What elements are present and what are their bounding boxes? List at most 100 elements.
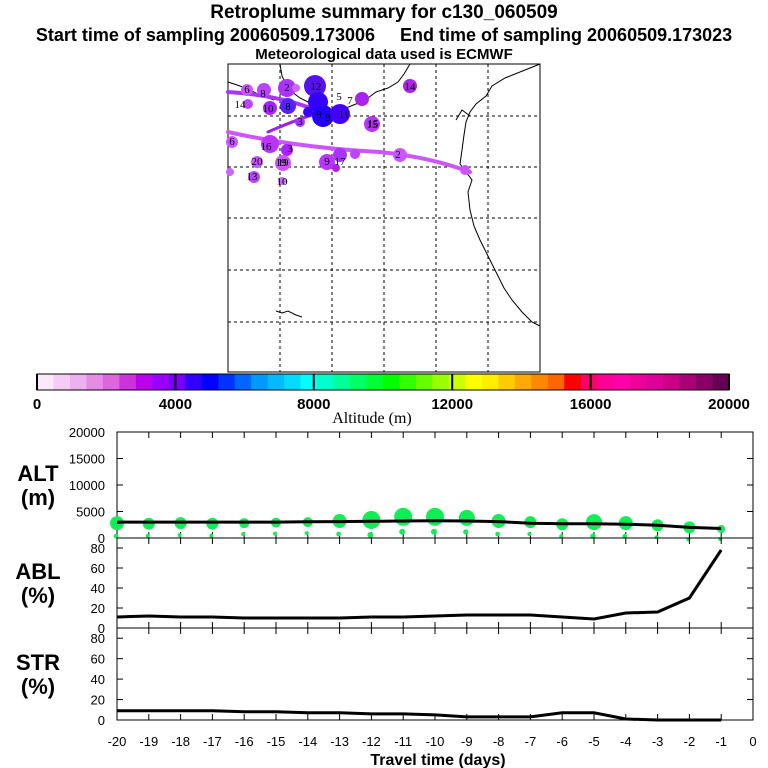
- cluster-marker: [527, 532, 532, 537]
- y-tick-label: 40: [91, 581, 105, 596]
- day-label: 14: [405, 81, 417, 93]
- colorbar-cell: [86, 374, 104, 390]
- panel-axis-unit: (%): [21, 583, 55, 608]
- colorbar-cell: [415, 374, 433, 390]
- colorbar-cell: [531, 374, 549, 390]
- plume-marker: [241, 84, 253, 96]
- colorbar-cell: [564, 374, 582, 390]
- plume-marker: [281, 144, 293, 156]
- plume-marker: [393, 148, 407, 162]
- colorbar-cell: [267, 374, 285, 390]
- plume-marker: [333, 148, 347, 162]
- cluster-marker: [113, 533, 119, 539]
- colorbar-cell: [152, 374, 170, 390]
- colorbar-cell: [399, 374, 417, 390]
- y-tick-label: 40: [91, 672, 105, 687]
- panel-axis-unit: (m): [21, 485, 55, 510]
- plume-marker: [312, 105, 334, 127]
- colorbar-cell: [300, 374, 318, 390]
- day-label: 10: [277, 176, 289, 188]
- colorbar-cell: [69, 374, 87, 390]
- colorbar-cell: [646, 374, 664, 390]
- colorbar-cell: [185, 374, 203, 390]
- day-label: 2: [395, 149, 401, 161]
- altitude-colorbar: 0 4000 8000 12000 16000 20000 Altitude (m): [33, 373, 750, 427]
- plume-marker: [355, 92, 369, 106]
- start-time-label: Start time of sampling 20060509.173006: [35, 25, 375, 45]
- plume-marker: [332, 164, 340, 172]
- colorbar-cell: [712, 374, 730, 390]
- series-line: [117, 519, 722, 530]
- x-tick-label: -3: [652, 734, 664, 749]
- colorbar-cell: [102, 374, 120, 390]
- x-tick-label: -14: [298, 734, 317, 749]
- colorbar-label: Altitude (m): [332, 410, 412, 427]
- plume-marker: [280, 98, 296, 114]
- colorbar-cell: [432, 374, 450, 390]
- day-label: 2: [284, 82, 290, 94]
- plume-marker: [292, 84, 300, 92]
- x-tick-label: -18: [171, 734, 190, 749]
- colorbar-tick-label: 8000: [297, 396, 330, 413]
- x-tick-label: -16: [235, 734, 254, 749]
- colorbar-tick-label: 20000: [708, 396, 750, 413]
- colorbar-cell: [663, 374, 681, 390]
- colorbar-cell: [481, 374, 499, 390]
- plume-marker: [319, 154, 335, 170]
- y-tick-label: 15000: [69, 452, 105, 467]
- day-label: 3: [287, 143, 293, 155]
- cluster-marker: [206, 517, 219, 530]
- cluster-marker: [241, 532, 246, 537]
- cluster-marker: [394, 507, 413, 526]
- series-line: [116, 549, 723, 621]
- y-tick-label: 0: [98, 621, 105, 636]
- colorbar-cell: [679, 374, 697, 390]
- colorbar-cells: [37, 374, 730, 390]
- panel-axis-unit: (%): [21, 674, 55, 699]
- y-tick-label: 60: [91, 561, 105, 576]
- plume-marker: [403, 79, 417, 93]
- plume-marker: [226, 136, 238, 148]
- end-time-label: End time of sampling 20060509.173023: [400, 25, 733, 45]
- colorbar-cell: [168, 374, 186, 390]
- plume-markers: [226, 75, 470, 185]
- y-tick-label: 20: [91, 601, 105, 616]
- cluster-marker: [209, 533, 214, 538]
- x-tick-label: -11: [394, 734, 412, 749]
- colorbar-tick-label: 0: [33, 396, 41, 413]
- plume-marker: [251, 156, 263, 168]
- cluster-marker: [495, 531, 500, 537]
- plume-marker: [330, 104, 350, 124]
- plume-marker: [295, 117, 305, 127]
- y-tick-label: 20000: [69, 425, 105, 440]
- plume-marker: [248, 171, 260, 183]
- y-tick-label: 80: [91, 631, 105, 646]
- colorbar-cell: [37, 374, 54, 390]
- day-label: 8: [285, 101, 291, 113]
- colorbar-cell: [696, 374, 714, 390]
- day-label: 9: [316, 109, 322, 121]
- colorbar-cell: [580, 374, 598, 390]
- colorbar-tick-label: 16000: [570, 396, 612, 413]
- day-label: 9: [324, 156, 330, 168]
- x-tick-label: -4: [620, 734, 632, 749]
- y-tick-label: 80: [91, 541, 105, 556]
- cluster-marker: [586, 514, 602, 531]
- colorbar-cell: [383, 374, 400, 390]
- colorbar-tick-label: 12000: [431, 396, 473, 413]
- y-tick-label: 5000: [76, 505, 105, 520]
- plume-marker: [364, 116, 380, 132]
- colorbar-cell: [317, 374, 335, 390]
- colorbar-cell: [218, 374, 236, 390]
- day-label: 15: [367, 119, 379, 131]
- colorbar-cell: [201, 374, 219, 390]
- colorbar-cell: [135, 374, 153, 390]
- colorbar-cell: [514, 374, 532, 390]
- cluster-marker: [273, 531, 277, 536]
- day-label: 14: [235, 99, 247, 111]
- x-tick-label: -20: [108, 734, 127, 749]
- day-label: 9: [325, 112, 331, 124]
